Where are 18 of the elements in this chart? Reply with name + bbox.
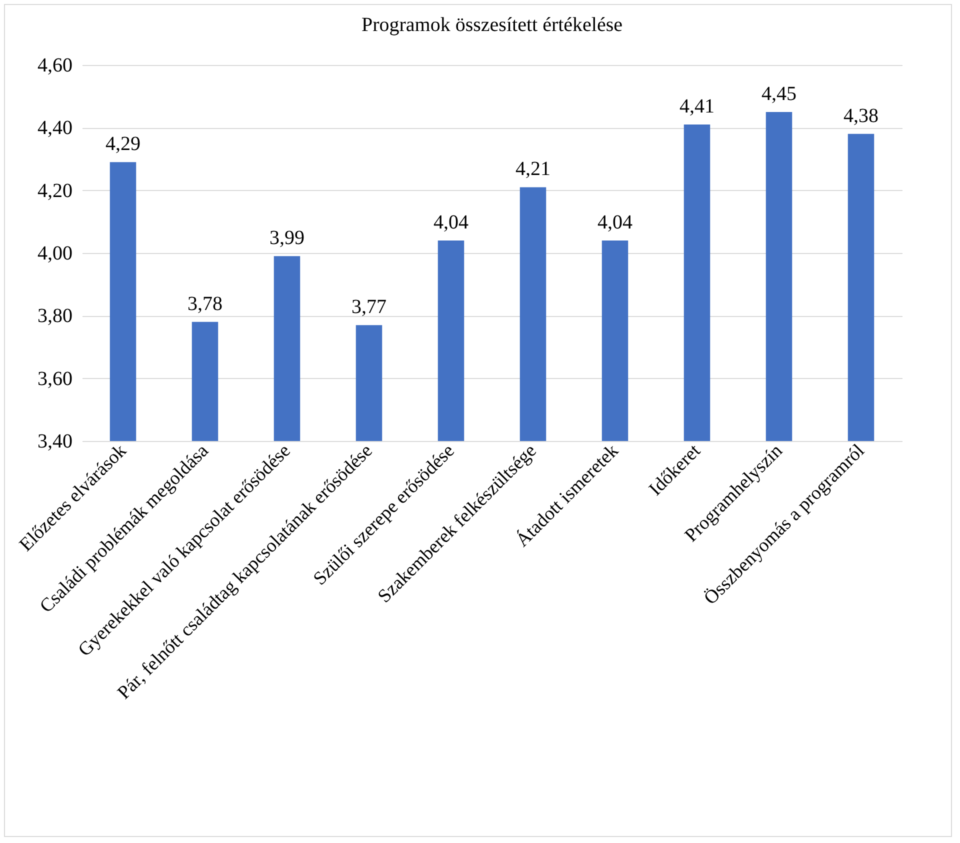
chart-title: Programok összesített értékelése xyxy=(361,14,623,36)
y-tick-label: 4,20 xyxy=(38,180,72,202)
data-label: 3,77 xyxy=(352,296,386,318)
y-tick-label: 3,40 xyxy=(38,430,72,452)
data-label: 4,38 xyxy=(844,104,878,127)
data-label: 4,04 xyxy=(598,211,632,234)
y-tick-label: 4,40 xyxy=(38,117,72,140)
y-tick-label: 3,60 xyxy=(38,368,72,390)
y-tick-label: 4,60 xyxy=(38,54,72,76)
data-label: 4,04 xyxy=(434,211,468,234)
data-label: 4,29 xyxy=(106,133,140,156)
data-label: 3,99 xyxy=(270,227,304,250)
data-label: 4,41 xyxy=(680,96,714,118)
data-label: 4,45 xyxy=(762,83,796,105)
data-label: 3,78 xyxy=(188,292,222,315)
y-tick-label: 4,00 xyxy=(38,242,72,264)
y-tick-label: 3,80 xyxy=(38,305,72,328)
data-label: 4,21 xyxy=(516,158,550,180)
